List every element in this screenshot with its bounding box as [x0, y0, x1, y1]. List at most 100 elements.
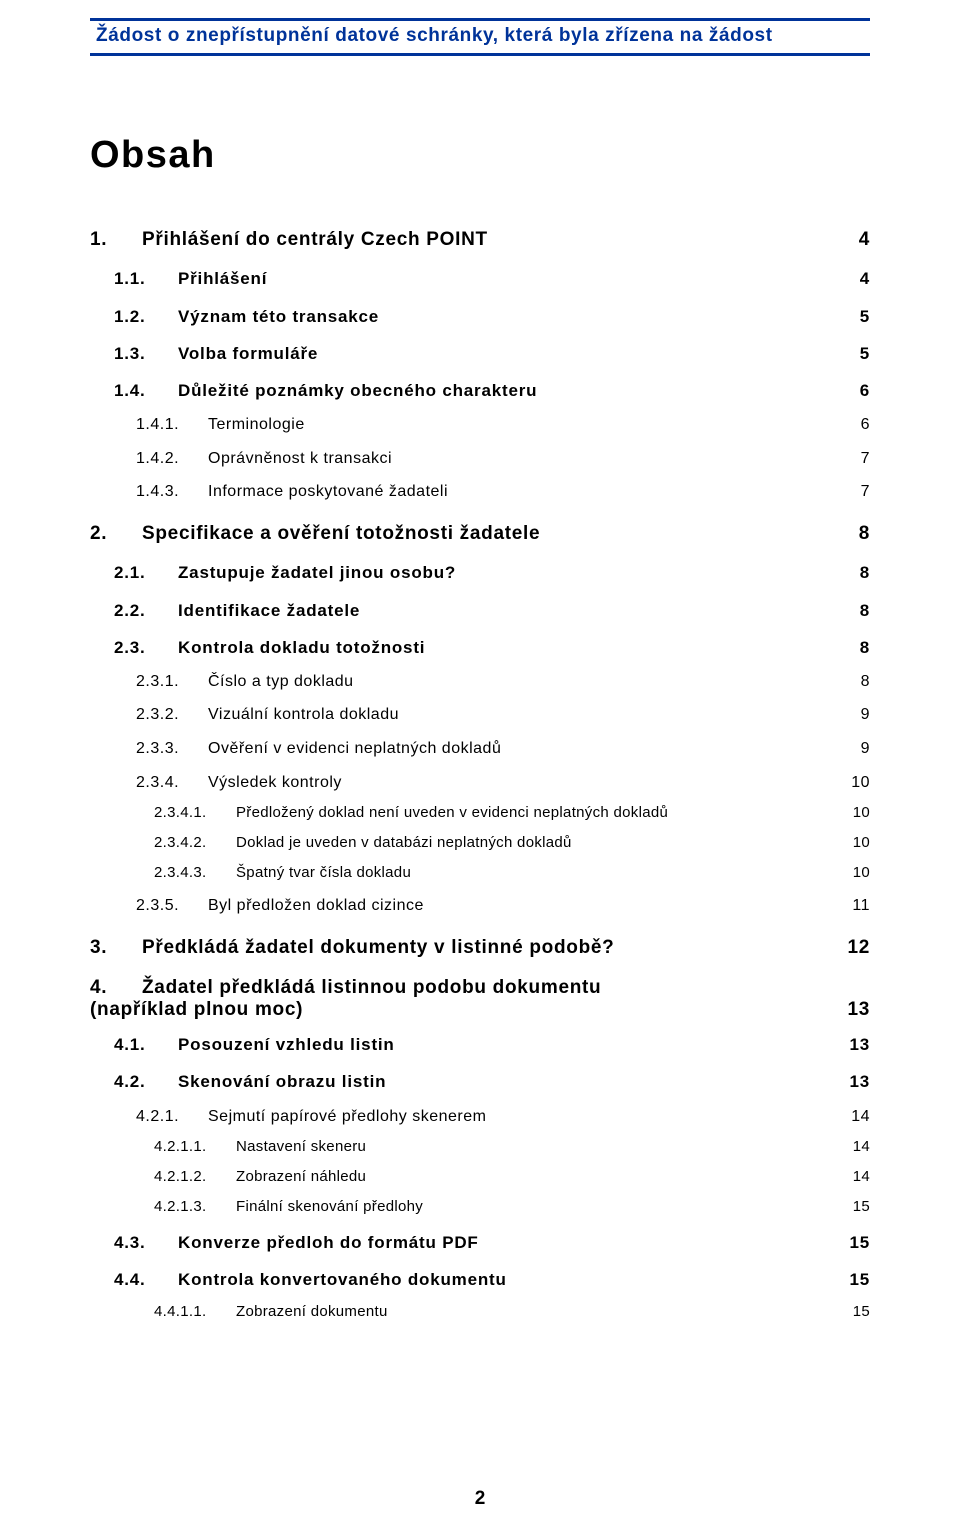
toc-entry: 2.3.2.Vizuální kontrola dokladu9 [90, 702, 870, 728]
toc-entry-label: Žadatel předkládá listinnou podobu dokum… [142, 977, 601, 999]
toc-entry-label: Zobrazení náhledu [236, 1165, 366, 1189]
toc-entry-page: 13 [849, 1031, 870, 1058]
toc-entry: 1.3.Volba formuláře 5 [90, 340, 870, 367]
toc-entry-page: 10 [853, 861, 870, 885]
toc-entry-page: 11 [852, 893, 870, 919]
toc-entry-label: Výsledek kontroly [208, 770, 342, 796]
toc-entry: 2.3.5.Byl předložen doklad cizince11 [90, 893, 870, 919]
toc-entry-label: Finální skenování předlohy [236, 1195, 423, 1219]
toc-entry-label: Špatný tvar čísla dokladu [236, 861, 411, 885]
toc-entry-page: 15 [853, 1195, 870, 1219]
toc-entry-label: Význam této transakce [178, 303, 379, 330]
toc-entry-number: 2.2. [114, 597, 178, 624]
toc-entry: 2.Specifikace a ověření totožnosti žadat… [90, 519, 870, 549]
toc-entry-label: Přihlášení do centrály Czech POINT [142, 225, 488, 255]
toc-entry-label: Informace poskytované žadateli [208, 479, 448, 505]
toc-entry-number: 2.3.2. [136, 702, 208, 728]
toc-entry: 2.2.Identifikace žadatele 8 [90, 597, 870, 624]
toc-entry-page: 15 [849, 1229, 870, 1256]
toc-entry: 4.2.1.Sejmutí papírové předlohy skenerem… [90, 1104, 870, 1130]
toc-entry: 4.1.Posouzení vzhledu listin 13 [90, 1031, 870, 1058]
toc-entry: 4.2.1.2.Zobrazení náhledu14 [90, 1165, 870, 1189]
toc-entry: 2.1.Zastupuje žadatel jinou osobu?8 [90, 559, 870, 586]
toc-entry-label: Konverze předloh do formátu PDF [178, 1229, 479, 1256]
toc-entry: 2.3.4.2.Doklad je uveden v databázi nepl… [90, 831, 870, 855]
toc-entry-number: 1.4. [114, 377, 178, 404]
toc-entry-number: 4.4. [114, 1266, 178, 1293]
toc-entry: 4.3.Konverze předloh do formátu PDF 15 [90, 1229, 870, 1256]
toc-entry-page: 4 [859, 225, 870, 255]
toc-entry-page: 6 [860, 377, 870, 404]
toc-entry-page: 9 [861, 702, 870, 728]
toc-entry-label: Číslo a typ dokladu [208, 669, 354, 695]
toc-entry: 4.2.1.3.Finální skenování předlohy15 [90, 1195, 870, 1219]
toc-entry-number: 1. [90, 225, 142, 255]
toc-entry-label-line2: (například plnou moc) [90, 999, 303, 1021]
toc-entry-number: 2. [90, 519, 142, 549]
toc-entry-number: 2.3.4. [136, 770, 208, 796]
toc-entry-page: 4 [860, 265, 870, 292]
toc-entry-page: 13 [849, 1068, 870, 1095]
toc-entry-page: 12 [847, 933, 870, 963]
toc-entry-number: 2.3.4.3. [154, 861, 236, 885]
toc-entry: 4.2.Skenování obrazu listin13 [90, 1068, 870, 1095]
toc-entry-page: 8 [860, 597, 870, 624]
toc-entry-page: 5 [860, 303, 870, 330]
page-number: 2 [0, 1488, 960, 1510]
toc-entry: 1.4.1.Terminologie 6 [90, 412, 870, 438]
toc-entry-number: 2.3.4.1. [154, 801, 236, 825]
toc-entry-page: 6 [861, 412, 870, 438]
toc-entry-number: 1.4.1. [136, 412, 208, 438]
toc-entry: 2.3.1.Číslo a typ dokladu8 [90, 669, 870, 695]
toc-entry: 1.2.Význam této transakce 5 [90, 303, 870, 330]
toc-entry: 4.4.Kontrola konvertovaného dokumentu 15 [90, 1266, 870, 1293]
toc-entry-label: Posouzení vzhledu listin [178, 1031, 395, 1058]
toc-entry-label: Oprávněnost k transakci [208, 446, 392, 472]
toc-entry-number: 4. [90, 977, 142, 999]
toc-entry-number: 1.4.2. [136, 446, 208, 472]
toc-entry-label: Zobrazení dokumentu [236, 1300, 388, 1324]
toc-entry-number: 4.2.1.2. [154, 1165, 236, 1189]
toc-entry-number: 4.1. [114, 1031, 178, 1058]
toc-entry-number: 2.3. [114, 634, 178, 661]
toc-entry-label: Terminologie [208, 412, 305, 438]
toc-entry-number: 2.3.4.2. [154, 831, 236, 855]
toc-entry-page: 14 [853, 1135, 870, 1159]
toc-entry-label: Kontrola dokladu totožnosti [178, 634, 425, 661]
toc-entry-label: Sejmutí papírové předlohy skenerem [208, 1104, 486, 1130]
toc-entry-label: Skenování obrazu listin [178, 1068, 386, 1095]
toc-entry-number: 2.3.1. [136, 669, 208, 695]
toc-entry: 1.4.Důležité poznámky obecného charakter… [90, 377, 870, 404]
toc-entry-number: 2.3.3. [136, 736, 208, 762]
toc-entry-page: 5 [860, 340, 870, 367]
toc-entry-label: Identifikace žadatele [178, 597, 360, 624]
toc-entry-label: Kontrola konvertovaného dokumentu [178, 1266, 507, 1293]
toc-entry-number: 3. [90, 933, 142, 963]
header-bar: Žádost o znepřístupnění datové schránky,… [90, 18, 870, 56]
toc-entry: 1.1.Přihlášení4 [90, 265, 870, 292]
document-header-title: Žádost o znepřístupnění datové schránky,… [96, 25, 864, 47]
toc-entry: 2.3.3.Ověření v evidenci neplatných dokl… [90, 736, 870, 762]
toc-entry-number: 4.3. [114, 1229, 178, 1256]
toc-entry-label: Zastupuje žadatel jinou osobu? [178, 559, 456, 586]
toc-entry: 2.3.4.1.Předložený doklad není uveden v … [90, 801, 870, 825]
toc-entry-label: Předkládá žadatel dokumenty v listinné p… [142, 933, 614, 963]
toc-entry-page: 13 [847, 999, 870, 1021]
toc-entry: 1.Přihlášení do centrály Czech POINT 4 [90, 225, 870, 255]
toc-entry-number: 1.3. [114, 340, 178, 367]
toc-entry-number: 1.1. [114, 265, 178, 292]
toc-entry: 4.2.1.1.Nastavení skeneru14 [90, 1135, 870, 1159]
toc-entry-label: Volba formuláře [178, 340, 318, 367]
toc-entry-page: 8 [859, 519, 870, 549]
toc-entry: 2.3.4.3.Špatný tvar čísla dokladu 10 [90, 861, 870, 885]
toc-entry-page: 10 [853, 801, 870, 825]
toc-entry-number: 1.2. [114, 303, 178, 330]
toc-entry-page: 15 [849, 1266, 870, 1293]
toc-entry-number: 4.2.1. [136, 1104, 208, 1130]
toc-entry-page: 9 [861, 736, 870, 762]
toc-entry-page: 8 [860, 634, 870, 661]
toc-entry-label: Doklad je uveden v databázi neplatných d… [236, 831, 572, 855]
toc-entry-label: Důležité poznámky obecného charakteru [178, 377, 537, 404]
toc-entry: 4.Žadatel předkládá listinnou podobu dok… [90, 977, 870, 1021]
toc-entry-number: 4.4.1.1. [154, 1300, 236, 1324]
